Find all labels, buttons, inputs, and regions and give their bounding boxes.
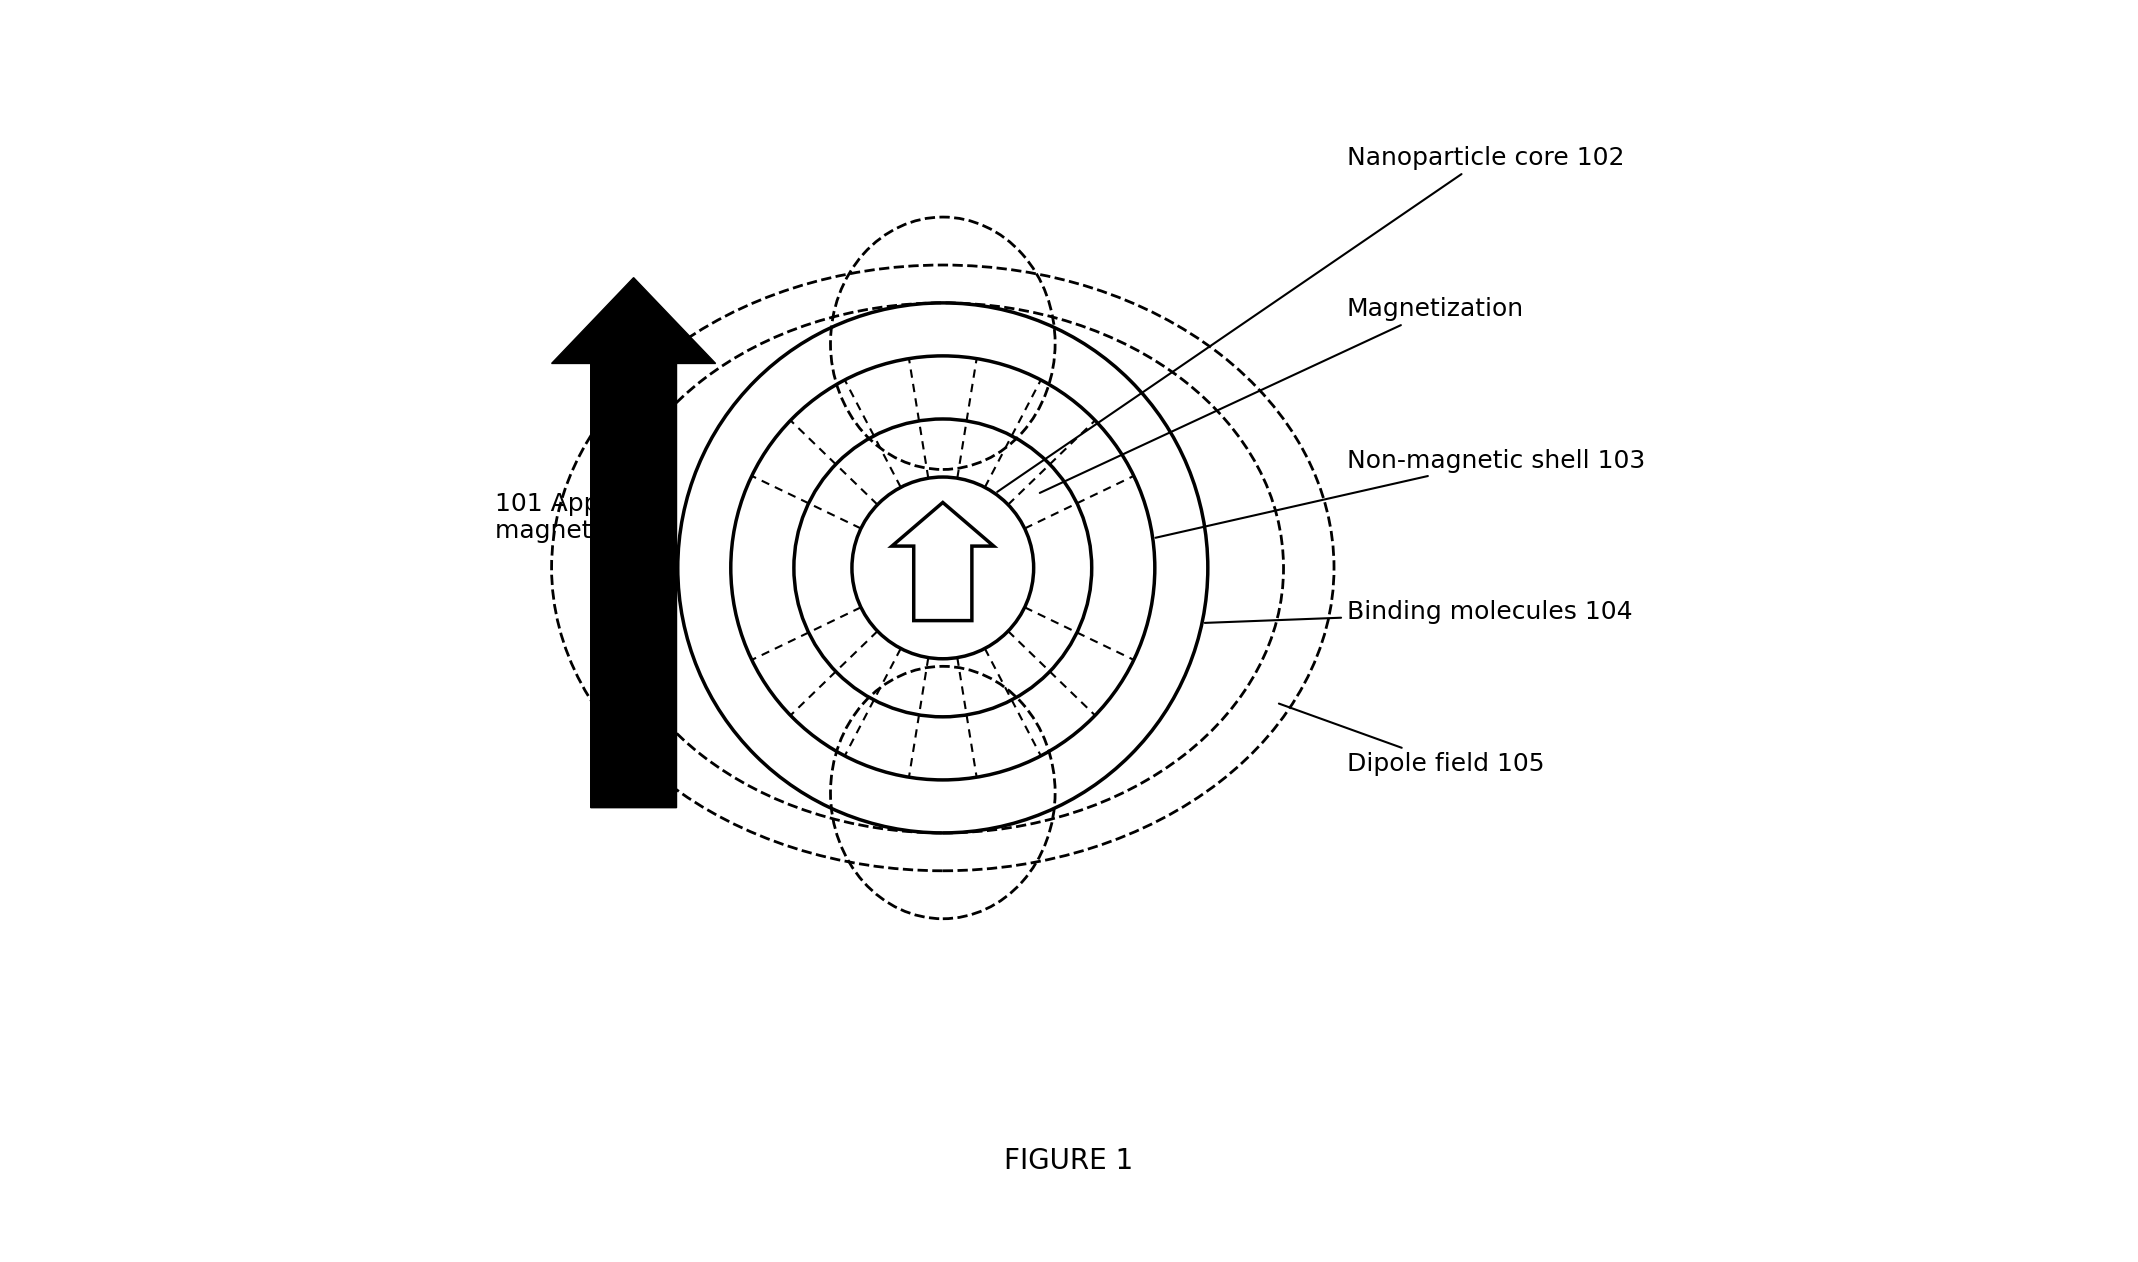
Text: Binding molecules 104: Binding molecules 104 — [1206, 599, 1631, 625]
Circle shape — [851, 477, 1033, 659]
Text: FIGURE 1: FIGURE 1 — [1005, 1147, 1133, 1175]
Text: Dipole field 105: Dipole field 105 — [1279, 704, 1544, 776]
Polygon shape — [552, 278, 716, 808]
Text: Magnetization: Magnetization — [1039, 297, 1524, 493]
Text: 101 Applied
magnetic field: 101 Applied magnetic field — [494, 491, 673, 544]
Polygon shape — [892, 502, 994, 621]
Text: Non-magnetic shell 103: Non-magnetic shell 103 — [1155, 448, 1644, 538]
Text: Nanoparticle core 102: Nanoparticle core 102 — [996, 145, 1625, 492]
